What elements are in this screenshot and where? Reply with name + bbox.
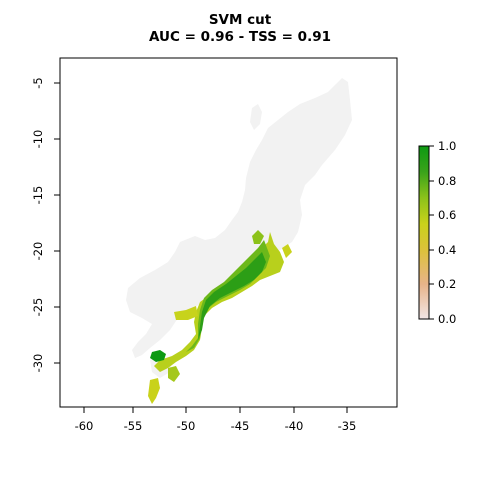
y-tick-label: -20 — [31, 242, 45, 261]
study-area-region-north — [250, 104, 262, 130]
x-tick-label: -60 — [75, 419, 94, 433]
study-area-region — [126, 78, 352, 358]
y-axis: -5 -10 -15 -20 -25 -30 — [31, 77, 60, 372]
x-tick-label: -35 — [338, 419, 357, 433]
legend-ticks: 1.0 0.8 0.6 0.4 0.2 0.0 — [429, 139, 456, 326]
legend-tick-label: 1.0 — [438, 139, 456, 153]
legend-tick-label: 0.8 — [438, 174, 456, 188]
x-tick-label: -40 — [285, 419, 304, 433]
legend-tick-label: 0.0 — [438, 312, 456, 326]
y-tick-label: -10 — [31, 130, 45, 149]
x-tick-label: -45 — [231, 419, 250, 433]
legend-tick-label: 0.6 — [438, 208, 456, 222]
map-subtitle: AUC = 0.96 - TSS = 0.91 — [149, 29, 331, 45]
suitability-layer — [148, 230, 292, 404]
legend-tick-label: 0.2 — [438, 277, 456, 291]
x-tick-label: -55 — [124, 419, 143, 433]
y-tick-label: -25 — [31, 298, 45, 317]
map-title: SVM cut — [208, 12, 272, 28]
y-tick-label: -30 — [31, 354, 45, 373]
y-tick-label: -15 — [31, 186, 45, 205]
x-axis: -60 -55 -50 -45 -40 -35 — [75, 407, 357, 433]
legend-tick-label: 0.4 — [438, 243, 456, 257]
color-legend: 1.0 0.8 0.6 0.4 0.2 0.0 — [418, 139, 456, 326]
x-tick-label: -50 — [177, 419, 196, 433]
y-tick-label: -5 — [31, 77, 45, 88]
plot-frame — [59, 57, 398, 408]
legend-colorbar — [418, 145, 430, 320]
